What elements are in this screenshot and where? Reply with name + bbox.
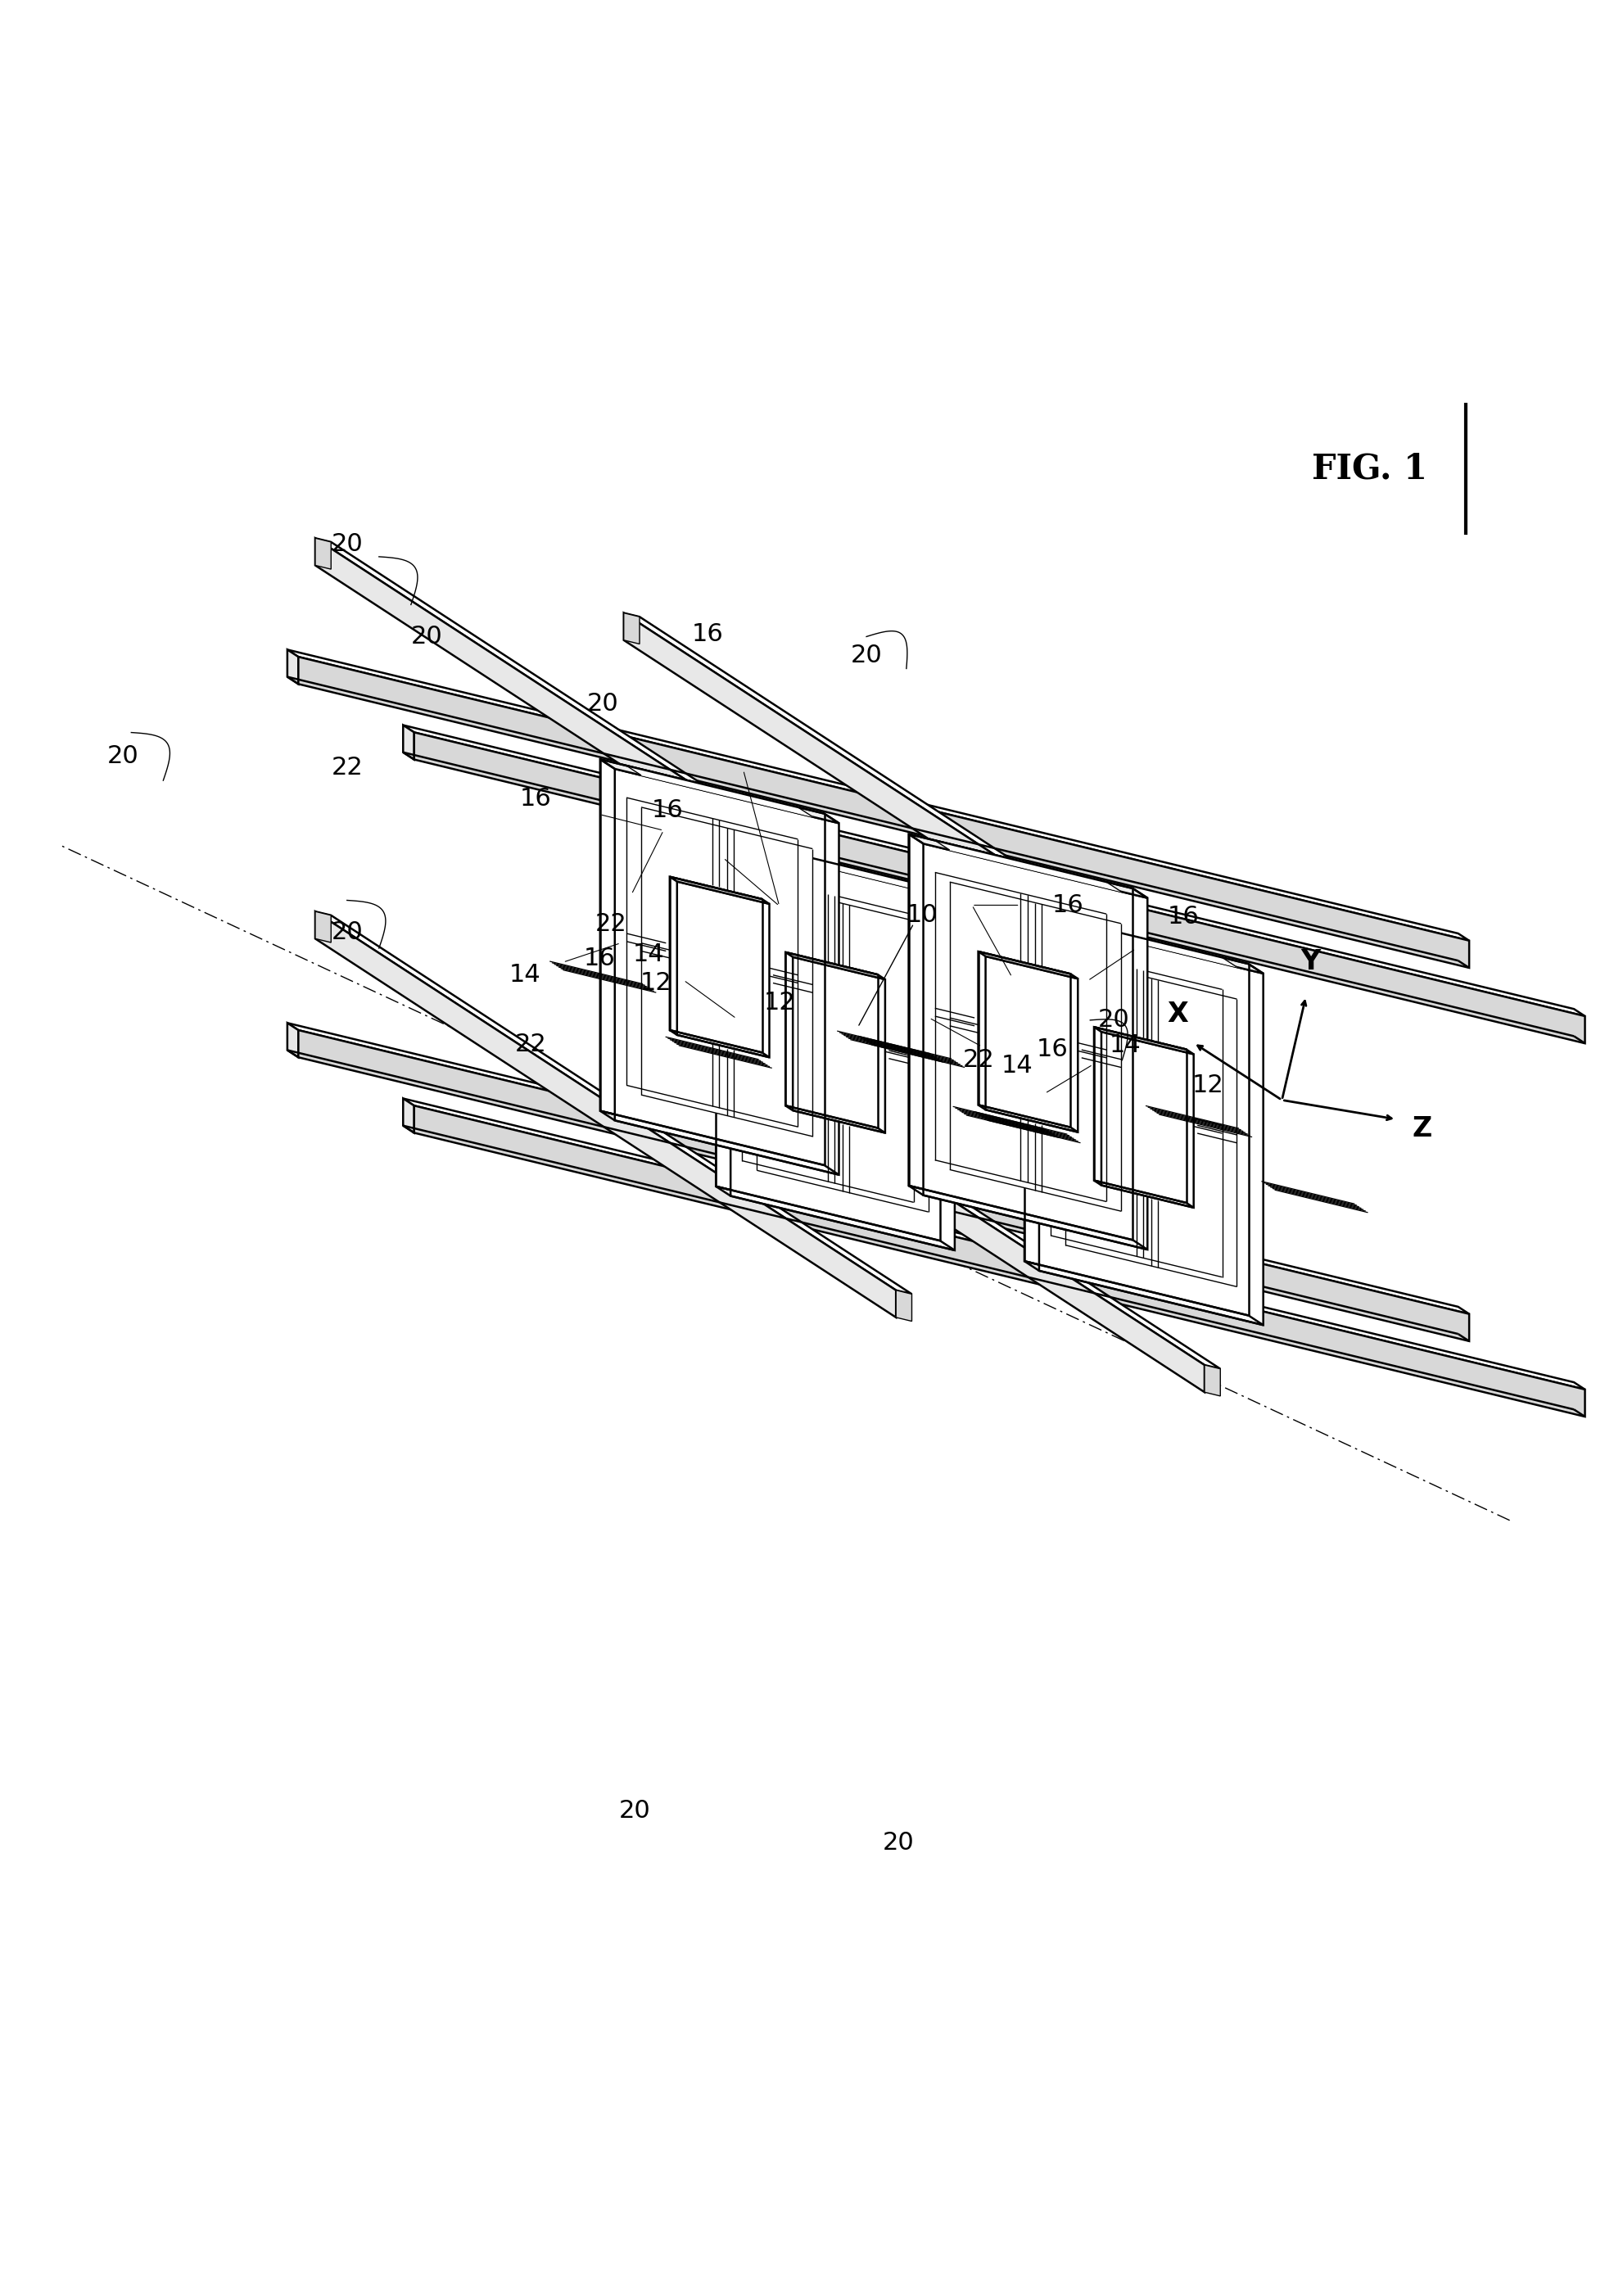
Polygon shape	[669, 877, 762, 1052]
Text: 22: 22	[515, 1033, 547, 1056]
Polygon shape	[742, 840, 928, 893]
Polygon shape	[626, 765, 812, 817]
Polygon shape	[1204, 992, 1220, 1022]
Text: 16: 16	[1037, 1038, 1067, 1061]
Polygon shape	[923, 843, 1148, 1249]
Polygon shape	[896, 916, 912, 948]
Polygon shape	[287, 650, 299, 684]
Polygon shape	[624, 987, 1220, 1368]
Polygon shape	[936, 840, 1122, 891]
Polygon shape	[1204, 1366, 1220, 1396]
Text: 22: 22	[963, 1049, 993, 1072]
Text: 20: 20	[620, 1800, 650, 1823]
Polygon shape	[624, 987, 639, 1017]
Text: 20: 20	[331, 533, 363, 556]
Polygon shape	[600, 760, 825, 1164]
Polygon shape	[677, 882, 769, 1058]
Polygon shape	[785, 953, 878, 1127]
Polygon shape	[1066, 957, 1237, 1286]
Text: 12: 12	[764, 990, 794, 1015]
Polygon shape	[1051, 916, 1237, 967]
Polygon shape	[287, 1024, 1469, 1313]
Polygon shape	[977, 951, 1071, 1127]
Text: 16: 16	[520, 788, 552, 810]
Polygon shape	[1024, 909, 1249, 1316]
Polygon shape	[1051, 948, 1221, 1277]
Polygon shape	[403, 726, 1586, 1017]
Text: X: X	[1167, 1001, 1189, 1026]
Polygon shape	[315, 912, 331, 941]
Polygon shape	[950, 882, 1122, 1212]
Polygon shape	[716, 836, 955, 898]
Text: 14: 14	[1109, 1033, 1141, 1056]
Polygon shape	[793, 957, 884, 1132]
Text: Z: Z	[1412, 1116, 1432, 1143]
Polygon shape	[287, 1024, 299, 1058]
Text: 14: 14	[509, 962, 541, 987]
Polygon shape	[640, 808, 812, 1137]
Polygon shape	[624, 987, 1204, 1391]
Polygon shape	[1095, 1026, 1186, 1203]
Polygon shape	[1038, 918, 1263, 1325]
Text: 16: 16	[692, 622, 724, 645]
Text: 20: 20	[411, 625, 443, 647]
Text: 22: 22	[595, 912, 626, 937]
Text: Y: Y	[1300, 948, 1321, 976]
Polygon shape	[785, 953, 884, 980]
Text: 14: 14	[1002, 1054, 1034, 1077]
Polygon shape	[403, 726, 414, 760]
Polygon shape	[626, 797, 798, 1127]
Text: 20: 20	[1098, 1008, 1130, 1031]
Polygon shape	[908, 833, 1148, 898]
Polygon shape	[615, 769, 839, 1176]
Polygon shape	[624, 613, 1220, 996]
Text: 16: 16	[652, 799, 684, 822]
Text: 20: 20	[587, 691, 618, 716]
Polygon shape	[414, 732, 1586, 1042]
Polygon shape	[414, 1107, 1586, 1417]
Polygon shape	[985, 957, 1079, 1132]
Polygon shape	[1024, 909, 1263, 974]
Polygon shape	[936, 872, 1106, 1201]
Polygon shape	[403, 1097, 414, 1132]
Polygon shape	[669, 877, 769, 905]
Polygon shape	[624, 613, 1204, 1019]
Polygon shape	[1095, 1026, 1194, 1054]
Text: 20: 20	[331, 921, 363, 944]
Text: 16: 16	[584, 946, 615, 971]
Polygon shape	[299, 657, 1469, 969]
Polygon shape	[299, 1031, 1469, 1341]
Polygon shape	[600, 760, 839, 824]
Polygon shape	[730, 845, 955, 1251]
Text: 22: 22	[331, 755, 363, 781]
Text: 20: 20	[108, 744, 140, 769]
Polygon shape	[1101, 1031, 1194, 1208]
Text: 12: 12	[1193, 1075, 1223, 1097]
Polygon shape	[896, 1290, 912, 1320]
Text: 14: 14	[632, 944, 664, 967]
Text: FIG. 1: FIG. 1	[1313, 452, 1427, 487]
Text: 10: 10	[905, 905, 937, 928]
Text: 12: 12	[640, 971, 671, 994]
Polygon shape	[403, 1097, 1586, 1389]
Text: 20: 20	[883, 1832, 915, 1855]
Polygon shape	[315, 537, 896, 944]
Polygon shape	[315, 537, 331, 569]
Polygon shape	[758, 882, 928, 1212]
Text: 16: 16	[1168, 905, 1199, 928]
Polygon shape	[315, 537, 912, 921]
Polygon shape	[908, 833, 1133, 1240]
Text: 20: 20	[851, 643, 883, 668]
Polygon shape	[716, 836, 941, 1240]
Polygon shape	[624, 613, 639, 643]
Polygon shape	[315, 912, 896, 1318]
Polygon shape	[315, 912, 912, 1295]
Polygon shape	[287, 650, 1469, 941]
Polygon shape	[742, 872, 913, 1203]
Text: 16: 16	[1051, 893, 1083, 916]
Polygon shape	[977, 951, 1079, 978]
